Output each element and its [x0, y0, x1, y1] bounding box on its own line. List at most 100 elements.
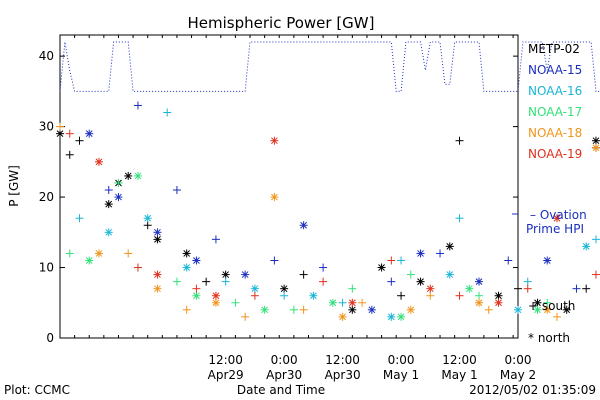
north-point [406, 305, 415, 314]
x-tick-hour-label: 12:00 [442, 353, 477, 367]
south-point [289, 305, 298, 314]
south-point [65, 129, 74, 138]
legend: METP-02 NOAA-15 NOAA-16 NOAA-17 NOAA-18 NOAA-… [528, 42, 582, 161]
south-point [426, 291, 435, 300]
south-point [484, 305, 493, 314]
x-tick-hour-label: 0:00 [388, 353, 415, 367]
north-point [367, 305, 376, 314]
south-point [250, 291, 259, 300]
north-point [416, 249, 425, 258]
south-point [299, 305, 308, 314]
north-point [250, 284, 259, 293]
south-point [523, 277, 532, 286]
north-point [124, 171, 133, 180]
north-point [543, 305, 552, 314]
north-point [338, 312, 347, 321]
south-point [455, 291, 464, 300]
south-point [182, 305, 191, 314]
x-tick-date-label: May 1 [383, 368, 419, 382]
y-tick-label: 0 [46, 331, 54, 345]
south-point [523, 284, 532, 293]
north-point [211, 298, 220, 307]
south-point [133, 101, 142, 110]
north-point [397, 312, 406, 321]
south-point [280, 291, 289, 300]
y-tick-label: 10 [39, 261, 54, 275]
ovation-legend-label-2: Prime HPI [526, 222, 584, 236]
south-point [75, 136, 84, 145]
south-point [65, 249, 74, 258]
north-point [94, 249, 103, 258]
north-point [56, 129, 64, 138]
south-point [591, 235, 600, 244]
south-point [455, 214, 464, 223]
legend-entry-noaa-15: NOAA-15 [528, 63, 582, 77]
south-point [114, 178, 123, 187]
north-point [445, 270, 454, 279]
legend-entry-noaa-19: NOAA-19 [528, 147, 582, 161]
legend-entry-metp-02: METP-02 [528, 42, 580, 56]
plot-frame [59, 34, 519, 339]
south-point [436, 249, 445, 258]
south-point [552, 312, 561, 321]
north-point [562, 305, 571, 314]
plot-credit: Plot: CCMC [4, 383, 70, 397]
x-tick-hour-label: 0:00 [271, 353, 298, 367]
south-point [172, 277, 181, 286]
south-point [582, 284, 591, 293]
north-point [280, 284, 289, 293]
south-point [504, 256, 513, 265]
north-marker-legend: * north [528, 331, 570, 345]
north-point [192, 256, 201, 265]
north-point [153, 228, 162, 237]
south-point [202, 277, 211, 286]
south-marker-legend: + south [528, 299, 575, 313]
north-point [416, 277, 425, 286]
south-point [143, 221, 152, 230]
north-point [270, 136, 279, 145]
south-point [104, 186, 113, 195]
north-point [153, 284, 162, 293]
south-point [387, 256, 396, 265]
y-tick-label: 30 [39, 120, 54, 134]
north-point [211, 291, 220, 300]
south-point [358, 298, 367, 307]
north-point [153, 270, 162, 279]
x-tick-date-label: Apr30 [325, 368, 361, 382]
x-axis-label: Date and Time [237, 383, 325, 397]
south-point [543, 298, 552, 307]
ovation-prime-hpi-series [59, 41, 600, 92]
north-point [260, 305, 269, 314]
south-point [56, 122, 64, 131]
north-point [182, 249, 191, 258]
south-point [397, 291, 406, 300]
north-point [494, 291, 503, 300]
south-point [65, 150, 74, 159]
north-point [533, 305, 542, 314]
north-point [582, 242, 591, 251]
north-point [591, 136, 600, 145]
south-point [319, 277, 328, 286]
legend-entry-noaa-18: NOAA-18 [528, 126, 582, 140]
y-tick-label: 20 [39, 190, 54, 204]
plot-timestamp: 2012/05/02 01:35:09 [469, 383, 596, 397]
south-point [572, 284, 581, 293]
data-points [56, 101, 600, 321]
north-point [104, 200, 113, 209]
south-point [172, 186, 181, 195]
y-axis: 0 10 20 30 40 [39, 49, 518, 345]
south-point [124, 249, 133, 258]
north-point [104, 228, 113, 237]
north-point [85, 256, 94, 265]
north-point [270, 193, 279, 202]
south-point [75, 214, 84, 223]
north-point [552, 214, 561, 223]
north-point [475, 277, 484, 286]
south-point [270, 256, 279, 265]
legend-entry-noaa-17: NOAA-17 [528, 105, 582, 119]
south-point [319, 263, 328, 272]
north-point [192, 291, 201, 300]
south-point [348, 284, 357, 293]
x-tick-hour-label: 0:00 [505, 353, 532, 367]
south-point [406, 270, 415, 279]
